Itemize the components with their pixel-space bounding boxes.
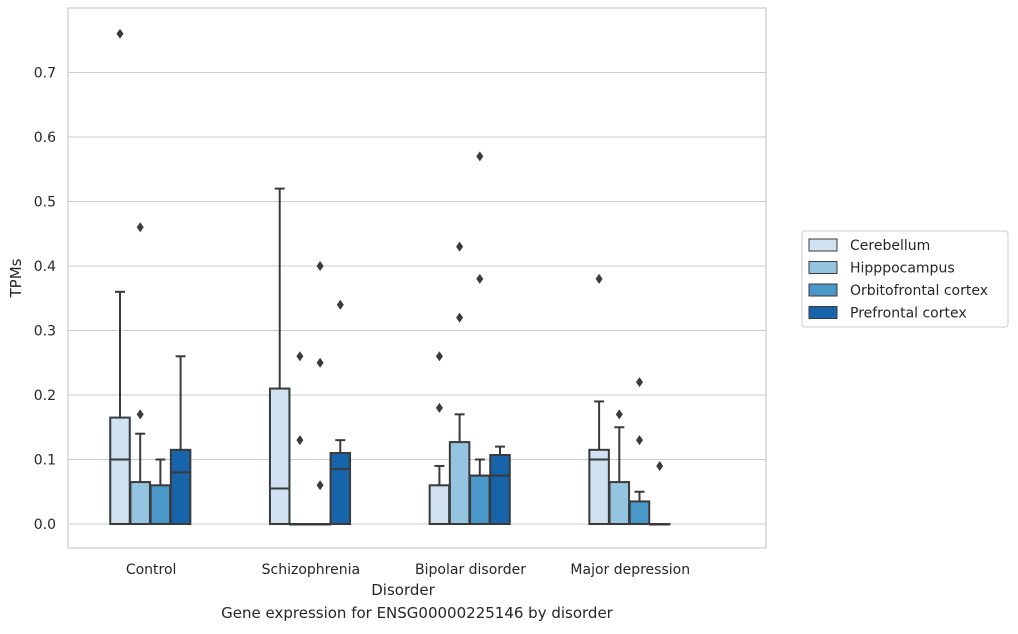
legend-swatch bbox=[808, 261, 838, 274]
outlier-point bbox=[636, 435, 643, 446]
box-3-3 bbox=[648, 460, 671, 526]
box-body bbox=[129, 481, 151, 526]
outlier-point bbox=[476, 151, 484, 162]
x-tick-label: Bipolar disorder bbox=[415, 562, 526, 578]
tick-labels: 0.0 0.1 0.2 0.3 0.4 0.5 0.6 0.7 Control Schizophr… bbox=[34, 66, 690, 579]
outlier-point bbox=[296, 435, 304, 446]
box-body bbox=[489, 453, 511, 525]
legend-swatch bbox=[808, 238, 838, 252]
box-body bbox=[588, 448, 610, 526]
box-1-3 bbox=[329, 299, 352, 525]
y-tick-label: 0.7 bbox=[34, 66, 56, 82]
box-2-1 bbox=[448, 241, 471, 525]
outlier-point bbox=[636, 377, 643, 388]
legend-label: Hipppocampus bbox=[850, 261, 955, 277]
outlier-point bbox=[296, 351, 304, 362]
x-axis-label: Disorder bbox=[371, 581, 435, 599]
y-tick-label: 0.5 bbox=[34, 195, 56, 211]
legend-label: Orbitofrontal cortex bbox=[850, 283, 988, 299]
plot-area-frame bbox=[67, 7, 767, 549]
box-body bbox=[608, 481, 631, 526]
chart-caption: Gene expression for ENSG00000225146 by d… bbox=[221, 604, 613, 622]
outlier-point bbox=[136, 409, 144, 420]
outlier-point bbox=[136, 222, 144, 233]
box-0-2 bbox=[149, 458, 172, 525]
outlier-point bbox=[656, 460, 664, 471]
box-1-0 bbox=[268, 187, 291, 525]
box-body bbox=[448, 441, 471, 525]
box-0-0 bbox=[109, 28, 131, 526]
x-tick-label: Major depression bbox=[570, 562, 690, 578]
box-body bbox=[329, 452, 352, 525]
y-tick-label: 0.1 bbox=[34, 453, 56, 469]
outlier-point bbox=[435, 351, 443, 362]
box-1-2 bbox=[309, 261, 331, 526]
outlier-point bbox=[316, 357, 324, 368]
box-3-1 bbox=[608, 409, 631, 526]
legend-label: Prefrontal cortex bbox=[850, 306, 967, 322]
box-0-3 bbox=[169, 355, 192, 526]
x-tick-label: Control bbox=[126, 562, 177, 578]
outlier-point bbox=[435, 402, 443, 413]
box-2-2 bbox=[469, 151, 491, 525]
box-3-0 bbox=[588, 273, 610, 526]
y-tick-label: 0.2 bbox=[34, 388, 56, 404]
x-tick-label: Schizophrenia bbox=[262, 562, 360, 578]
y-tick-label: 0.0 bbox=[34, 517, 56, 533]
y-tick-label: 0.6 bbox=[34, 130, 56, 146]
legend-swatch bbox=[808, 283, 838, 297]
box-body bbox=[149, 484, 172, 525]
box-body bbox=[428, 484, 451, 525]
box-0-1 bbox=[129, 222, 151, 526]
box-3-2 bbox=[628, 377, 651, 525]
outlier-point bbox=[316, 480, 324, 491]
y-tick-label: 0.4 bbox=[34, 259, 56, 275]
legend-label: Cerebellum bbox=[850, 238, 930, 254]
outlier-point bbox=[476, 273, 484, 284]
legend-swatch bbox=[808, 306, 838, 319]
y-tick-label: 0.3 bbox=[34, 324, 56, 340]
box-body bbox=[268, 387, 291, 525]
legend-frame bbox=[801, 230, 1009, 328]
outlier-point bbox=[336, 299, 344, 310]
box-body bbox=[628, 500, 651, 525]
box-1-1 bbox=[289, 351, 311, 526]
outlier-point bbox=[316, 261, 324, 271]
box-body bbox=[109, 416, 131, 526]
box-2-0 bbox=[428, 351, 451, 525]
box-body bbox=[169, 448, 192, 526]
legend: Cerebellum Hipppocampus Orbitofrontal cort… bbox=[801, 230, 1009, 328]
outlier-point bbox=[456, 312, 464, 323]
box-2-3 bbox=[489, 445, 511, 525]
box-body bbox=[469, 474, 491, 525]
outlier-point bbox=[116, 28, 124, 39]
outlier-point bbox=[615, 409, 623, 420]
outlier-point bbox=[595, 273, 603, 284]
y-axis-label: TPMs bbox=[7, 258, 25, 298]
boxes bbox=[109, 28, 671, 526]
outlier-point bbox=[456, 241, 464, 252]
